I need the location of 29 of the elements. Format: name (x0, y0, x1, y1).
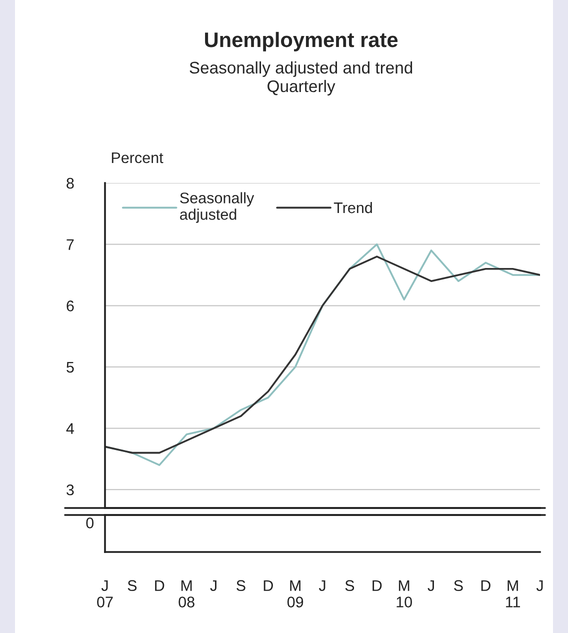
text: 0 (86, 518, 94, 528)
chart-title: Unemployment rate (205, 32, 398, 52)
y-tick-label: 3 (66, 484, 74, 496)
x-tick-label: J (210, 580, 216, 591)
x-tick-label: S (128, 580, 137, 591)
x-tick-label: J (536, 580, 543, 591)
x-tick-label: D (372, 580, 382, 591)
x-tick-label: M 08 (178, 580, 194, 608)
y-tick-label: 4 (66, 423, 74, 434)
x-tick-label: S (454, 580, 463, 591)
x-tick-label: S (345, 580, 354, 591)
y-axis-title: Percent (112, 152, 164, 164)
x-tick-label: M 09 (287, 580, 304, 608)
x-tick-label: D (264, 580, 273, 591)
x-tick-label: D (155, 580, 164, 591)
x-tick-label: J (318, 580, 326, 591)
legend-label: Seasonally adjusted (180, 192, 254, 223)
y-tick-label: 8 (66, 178, 74, 189)
x-tick-label: D (481, 580, 490, 591)
x-tick-label: M 10 (396, 580, 412, 608)
x-tick-label: J (428, 580, 434, 591)
y-tick-label: 7 (66, 239, 74, 250)
legend-label: Trend (334, 202, 372, 214)
x-tick-label: J 07 (97, 580, 113, 608)
y-tick-label: 6 (66, 300, 74, 312)
chart-subtitle: Seasonally adjusted and trend Quarterly (190, 61, 412, 96)
x-tick-label: M 11 (506, 580, 520, 608)
x-tick-label: S (236, 580, 246, 591)
y-tick-label: 5 (66, 362, 74, 373)
